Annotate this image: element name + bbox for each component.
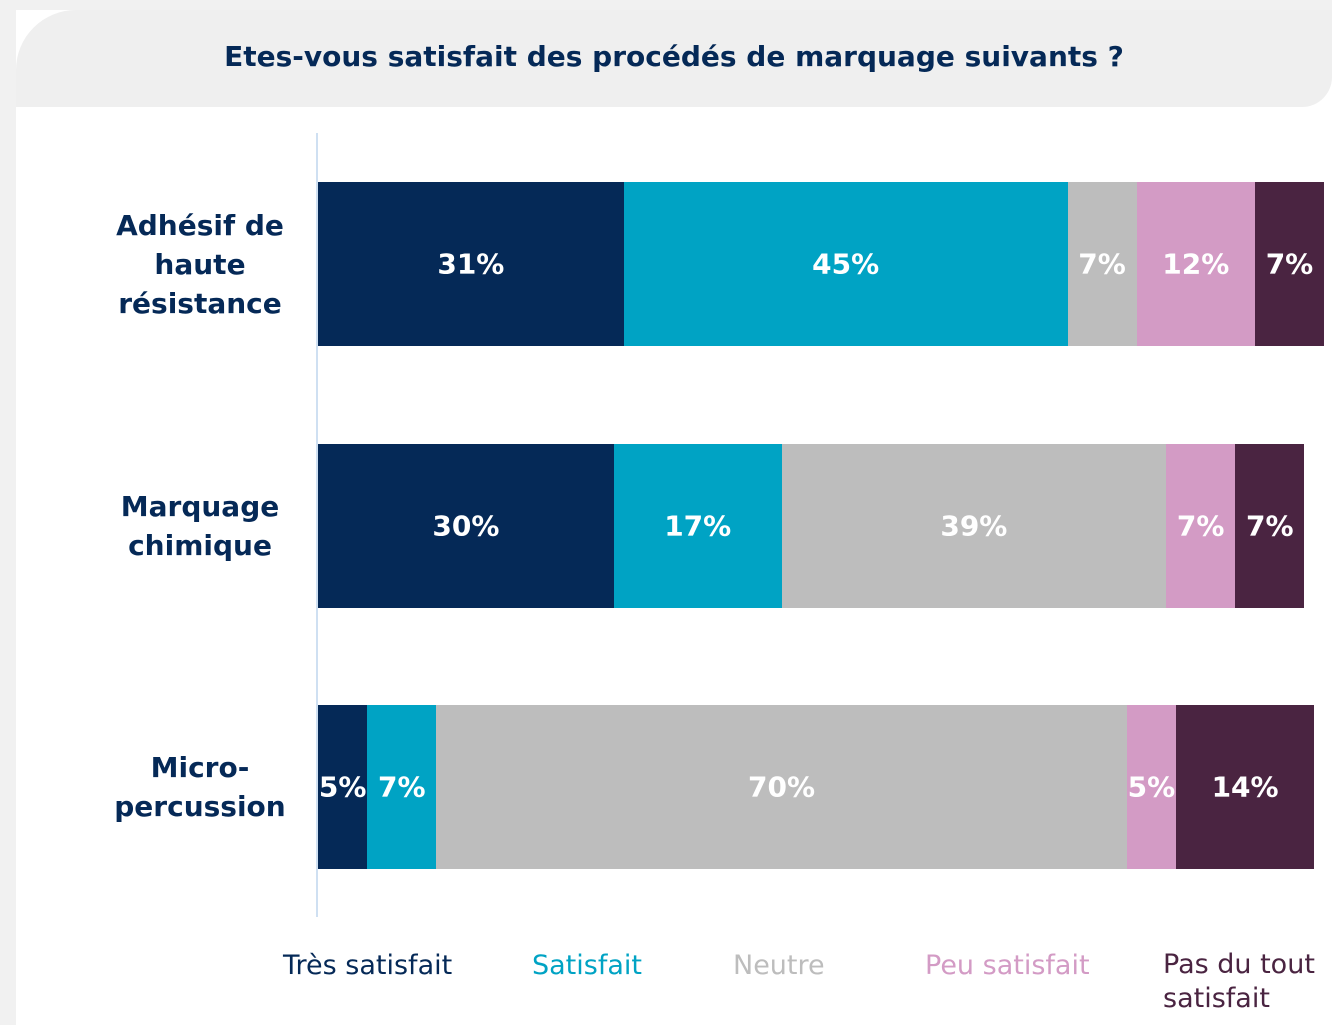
header — [16, 10, 1332, 107]
bar-segment — [318, 444, 614, 608]
category-label: Adhésif de haute résistance — [116, 208, 284, 320]
value-label: 30% — [432, 509, 500, 543]
legend-entry: Pas du tout satisfait — [1163, 949, 1315, 1014]
bar-segment — [613, 444, 782, 608]
bar-segment — [1126, 705, 1177, 869]
value-label: 7% — [1078, 247, 1126, 281]
value-label: 7% — [1265, 247, 1314, 281]
legend-entry: Très satisfait — [283, 950, 453, 981]
legend-entry: Peu satisfait — [925, 950, 1090, 981]
value-label: 5% — [318, 770, 367, 804]
value-label: 14% — [1211, 770, 1279, 804]
legend-entry: Satisfait — [532, 950, 642, 981]
bar-segment — [318, 182, 624, 346]
value-label: 17% — [664, 509, 732, 543]
y-axis — [316, 133, 318, 917]
bar-segment — [781, 444, 1167, 608]
bar-segment — [1166, 444, 1236, 608]
category-label: Marquage chimique — [120, 490, 280, 562]
value-label: 39% — [940, 509, 1008, 543]
category-label: Micro-percussion — [114, 751, 286, 823]
bar-segment — [1235, 444, 1305, 608]
bar-segment — [318, 705, 368, 869]
value-label: 7% — [378, 770, 426, 804]
bar-segment — [623, 182, 1068, 346]
bar-segment — [1176, 705, 1315, 869]
value-label: 12% — [1162, 247, 1230, 281]
bar-segment — [367, 705, 437, 869]
legend-entry: Neutre — [733, 950, 825, 981]
value-label: 70% — [748, 770, 816, 804]
bar-segment — [1136, 182, 1255, 346]
value-label: 5% — [1127, 770, 1176, 804]
bar-segment — [1067, 182, 1137, 346]
bar-segment — [436, 705, 1127, 869]
value-label: 7% — [1176, 509, 1225, 543]
value-label: 31% — [437, 247, 505, 281]
bar-segment — [1254, 182, 1324, 346]
value-label: 45% — [812, 247, 880, 281]
value-label: 7% — [1245, 509, 1294, 543]
chart-title: Etes-vous satisfait des procédés de marq… — [224, 40, 1124, 73]
